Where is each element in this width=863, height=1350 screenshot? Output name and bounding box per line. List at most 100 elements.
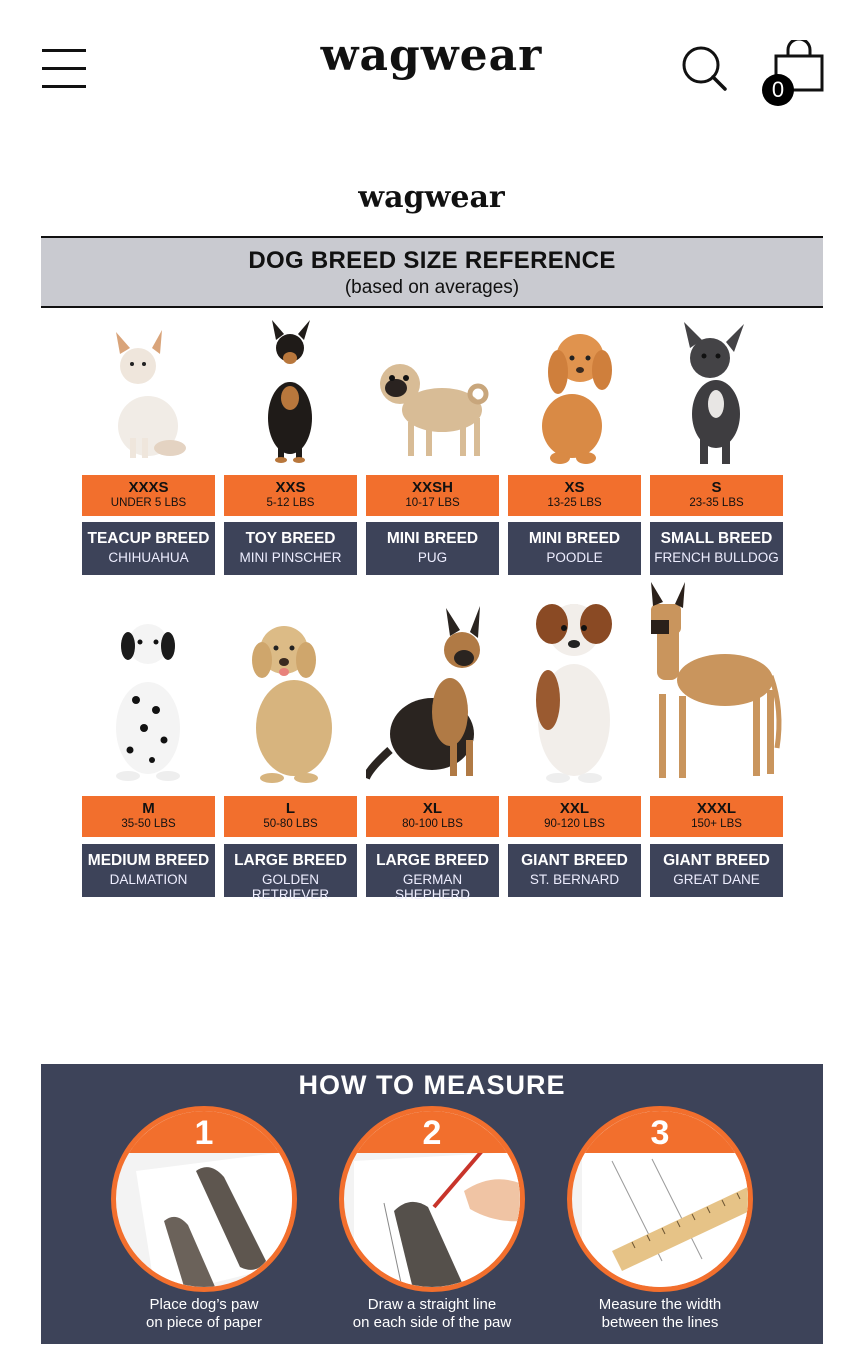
size-code: XXXS <box>128 479 169 496</box>
breed-label: LARGE BREED GOLDEN RETRIEVER <box>224 844 357 902</box>
breed-name: CHIHUAHUA <box>108 550 189 565</box>
caption-line: Place dog’s paw <box>149 1296 259 1313</box>
panel-brand-logo: wagwear <box>358 180 505 215</box>
size-weight: 10-17 LBS <box>405 497 460 509</box>
breed-type: MINI BREED <box>528 530 621 547</box>
how-to-measure-title: HOW TO MEASURE <box>298 1070 566 1100</box>
breed-type: TOY BREED <box>245 530 336 547</box>
great-dane-image <box>645 580 787 785</box>
caption-line: on piece of paper <box>146 1314 262 1331</box>
breed-type: GIANT BREED <box>663 852 770 869</box>
size-label: XXL 90-120 LBS <box>508 796 641 837</box>
size-code: XXXL <box>696 800 737 817</box>
size-weight: 35-50 LBS <box>121 818 176 830</box>
size-label: XXXL 150+ LBS <box>650 796 783 837</box>
breed-type: MINI BREED <box>386 530 479 547</box>
measure-step-1: 1 <box>111 1106 297 1292</box>
breed-label: TEACUP BREED CHIHUAHUA <box>82 522 215 575</box>
breed-name: GREAT DANE <box>673 872 760 887</box>
measure-step-3: 3 <box>567 1106 753 1292</box>
breed-type: GIANT BREED <box>521 852 628 869</box>
french-bulldog-image <box>650 318 782 468</box>
size-reference-header: DOG BREED SIZE REFERENCE (based on avera… <box>41 236 823 308</box>
caption-line: between the lines <box>601 1314 719 1331</box>
size-weight: 150+ LBS <box>691 818 742 830</box>
ruler-illustration <box>582 1151 748 1287</box>
shopping-bag-icon[interactable] <box>762 37 826 106</box>
size-weight: 90-120 LBS <box>544 818 605 830</box>
step-number: 3 <box>650 1114 670 1152</box>
size-label: XXSH 10-17 LBS <box>366 475 499 516</box>
how-to-measure-panel: HOW TO MEASURE 1 2 <box>41 1064 823 1344</box>
size-weight: UNDER 5 LBS <box>110 497 187 509</box>
draw-line-illustration <box>354 1149 520 1287</box>
caption-line: Measure the width <box>598 1296 722 1313</box>
measure-step-1-caption: Place dog’s paw on piece of paper <box>89 1296 319 1332</box>
german-shepherd-image <box>362 600 498 785</box>
step-number: 1 <box>194 1114 214 1152</box>
dalmatian-image <box>82 610 214 785</box>
breed-label: GIANT BREED ST. BERNARD <box>508 844 641 897</box>
search-icon[interactable] <box>680 44 728 92</box>
size-weight: 23-35 LBS <box>689 497 744 509</box>
cart-count-badge[interactable]: 0 <box>762 74 794 106</box>
breed-type: MEDIUM BREED <box>87 852 210 869</box>
poodle-image <box>508 318 640 468</box>
menu-icon[interactable] <box>42 49 86 89</box>
size-label: L 50-80 LBS <box>224 796 357 837</box>
breed-type: SMALL BREED <box>660 530 773 547</box>
breed-label: SMALL BREED FRENCH BULLDOG <box>650 522 783 575</box>
breed-name: PUG <box>417 550 448 565</box>
size-weight: 50-80 LBS <box>263 818 318 830</box>
breed-label: GIANT BREED GREAT DANE <box>650 844 783 897</box>
brand-logo[interactable]: wagwear <box>320 30 543 81</box>
breed-name: GOLDEN RETRIEVER <box>251 872 330 902</box>
breed-label: MEDIUM BREED DALMATION <box>82 844 215 897</box>
caption-line: on each side of the paw <box>352 1314 512 1331</box>
caption-line: Draw a straight line <box>367 1296 497 1313</box>
size-code: XXS <box>275 479 306 496</box>
breed-label: LARGE BREED GERMAN SHEPHERD <box>366 844 499 902</box>
size-code: XS <box>564 479 585 496</box>
size-code: M <box>142 800 155 817</box>
measure-step-2: 2 <box>339 1106 525 1292</box>
breed-type: LARGE BREED <box>376 852 489 869</box>
breed-label: TOY BREED MINI PINSCHER <box>224 522 357 575</box>
breed-type: LARGE BREED <box>234 852 347 869</box>
breed-name: GERMAN SHEPHERD <box>394 872 470 902</box>
breed-type: TEACUP BREED <box>87 530 210 547</box>
size-code: XL <box>422 800 443 817</box>
size-code: S <box>711 479 722 496</box>
pug-image <box>366 318 498 468</box>
breed-label: MINI BREED PUG <box>366 522 499 575</box>
size-weight: 80-100 LBS <box>402 818 463 830</box>
breed-name: ST. BERNARD <box>529 872 620 887</box>
size-label: S 23-35 LBS <box>650 475 783 516</box>
measure-step-3-caption: Measure the width between the lines <box>545 1296 775 1332</box>
size-reference-title: DOG BREED SIZE REFERENCE <box>248 247 616 274</box>
size-label: M 35-50 LBS <box>82 796 215 837</box>
size-weight: 13-25 LBS <box>547 497 602 509</box>
size-code: XXL <box>559 800 590 817</box>
site-header: wagwear 0 <box>0 0 863 130</box>
step-number: 2 <box>422 1114 442 1152</box>
mini-pinscher-image <box>224 318 356 468</box>
size-reference-subtitle: (based on averages) <box>344 277 520 298</box>
breed-name: DALMATION <box>109 872 188 887</box>
breed-name: FRENCH BULLDOG <box>654 550 779 565</box>
size-weight: 5-12 LBS <box>266 497 315 509</box>
paw-on-paper-illustration <box>136 1151 292 1287</box>
measure-step-2-caption: Draw a straight line on each side of the… <box>317 1296 547 1332</box>
size-code: L <box>285 800 296 817</box>
breed-name: MINI PINSCHER <box>239 550 342 565</box>
breed-label: MINI BREED POODLE <box>508 522 641 575</box>
size-label: XS 13-25 LBS <box>508 475 641 516</box>
chihuahua-image <box>82 318 214 468</box>
size-label: XXS 5-12 LBS <box>224 475 357 516</box>
size-code: XXSH <box>412 479 453 496</box>
golden-retriever-image <box>224 610 356 785</box>
breed-name: POODLE <box>546 550 603 565</box>
st-bernard-image <box>508 590 640 785</box>
size-label: XXXS UNDER 5 LBS <box>82 475 215 516</box>
size-label: XL 80-100 LBS <box>366 796 499 837</box>
